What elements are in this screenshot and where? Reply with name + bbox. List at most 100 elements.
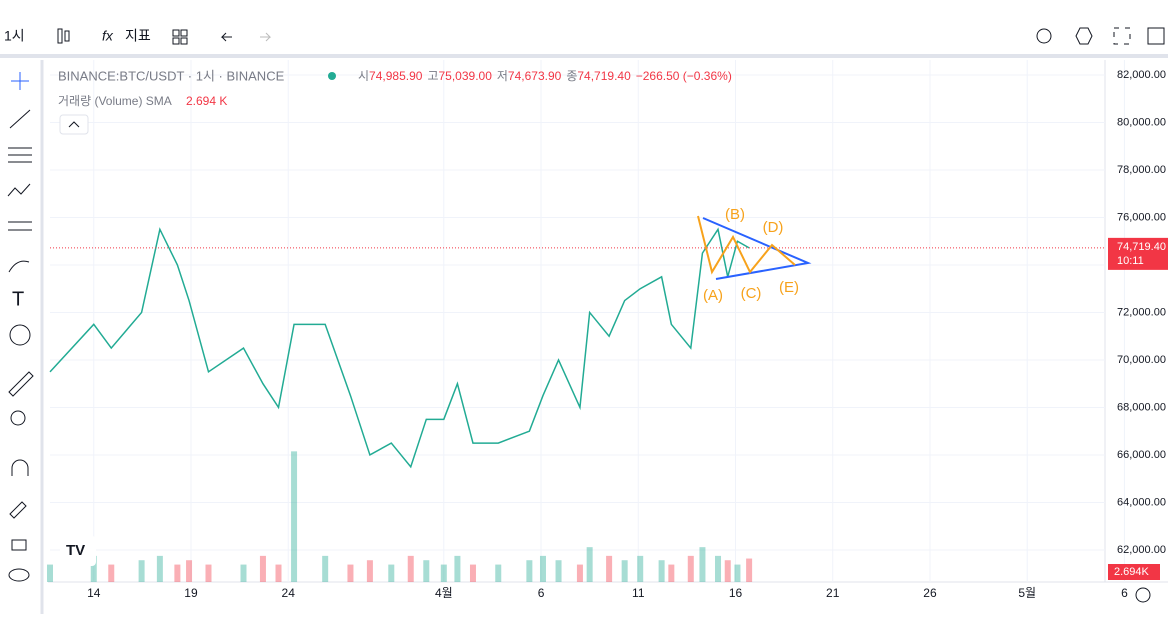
c-value: 74,719.40	[577, 69, 631, 83]
volume-bar	[715, 555, 722, 582]
text-tool[interactable]: T	[12, 288, 24, 310]
x-tick-label: 24	[282, 586, 296, 600]
l-label: 저	[497, 69, 508, 83]
wave-label: (E)	[779, 279, 799, 296]
volume-bar	[621, 560, 628, 582]
last-volume-label: 2.694K	[1114, 566, 1150, 578]
pattern-tool[interactable]	[7, 183, 31, 197]
status-dot	[328, 72, 336, 80]
trendline-tool[interactable]	[9, 109, 31, 129]
volume-bar	[240, 564, 247, 582]
x-tick-label: 14	[87, 586, 101, 600]
y-tick-label: 68,000.00	[1117, 401, 1166, 413]
x-tick-label: 26	[923, 586, 937, 600]
last-price-label: 74,719.40	[1117, 241, 1166, 253]
y-tick-label: 80,000.00	[1117, 116, 1166, 128]
brush-tool[interactable]	[8, 260, 30, 273]
y-tick-label: 62,000.00	[1117, 544, 1166, 556]
candle-icon[interactable]	[57, 28, 63, 44]
left-toolbar: T	[7, 72, 34, 582]
volume-bar	[366, 560, 373, 582]
x-tick-label: 16	[729, 586, 743, 600]
crosshair-tool[interactable]	[11, 72, 29, 90]
volume-bar	[526, 560, 533, 582]
visibility-tool[interactable]	[8, 568, 30, 582]
y-tick-label: 76,000.00	[1117, 211, 1166, 223]
y-tick-label: 66,000.00	[1117, 449, 1166, 461]
lock-tool[interactable]	[11, 539, 27, 551]
last-volume-box	[1108, 564, 1160, 580]
alert-icon[interactable]	[1036, 28, 1052, 44]
volume-bar	[47, 564, 53, 582]
wave-label: (B)	[725, 206, 745, 223]
wave-label: (A)	[703, 287, 723, 304]
legend: BINANCE:BTC/USDT · 1시 · BINANCE 시74,985.…	[58, 68, 732, 135]
projection-tool[interactable]	[8, 221, 32, 231]
volume-bar	[388, 564, 395, 582]
x-tick-label: 6	[1121, 586, 1128, 600]
volume-bar	[469, 564, 476, 582]
redo-button[interactable]	[260, 32, 272, 42]
indicators-button[interactable]: 지표	[125, 28, 151, 44]
volume-bar	[699, 547, 706, 582]
volume-bar	[454, 555, 461, 582]
volume-bar	[186, 560, 193, 582]
o-label: 시	[358, 69, 369, 83]
y-tick-label: 72,000.00	[1117, 306, 1166, 318]
volume-bar	[606, 555, 613, 582]
fullscreen-icon[interactable]	[1113, 27, 1131, 45]
x-tick-label: 4월	[435, 586, 453, 600]
y-tick-label: 70,000.00	[1117, 354, 1166, 366]
fib-tool[interactable]	[8, 147, 32, 163]
layout-icon[interactable]	[172, 29, 188, 45]
volume-title: 거래량 (Volume) SMA	[58, 94, 172, 108]
settings-icon[interactable]	[1075, 27, 1093, 45]
y-tick-label: 82,000.00	[1117, 69, 1166, 81]
plot	[47, 60, 1125, 582]
axis-settings[interactable]	[1135, 587, 1151, 603]
volume-bar	[724, 560, 731, 582]
x-tick-label: 6	[538, 586, 545, 600]
collapse-button[interactable]	[59, 114, 89, 135]
lock-draw-tool[interactable]	[9, 501, 27, 519]
volume-bar	[687, 555, 694, 582]
h-value: 75,039.00	[438, 69, 492, 83]
candle-icon	[64, 30, 70, 42]
o-value: 74,985.90	[369, 69, 423, 83]
top-toolbar: 1시 fx 지표	[4, 27, 1165, 45]
volume-bar	[746, 558, 753, 582]
snapshot-icon[interactable]	[1147, 27, 1165, 45]
undo-button[interactable]	[220, 32, 232, 42]
volume-bar	[576, 564, 583, 582]
ohlc: 시74,985.90 고75,039.00 저74,673.90 종74,719.40…	[358, 69, 732, 83]
wave-label: (C)	[741, 285, 762, 302]
collapse-icon	[68, 121, 80, 128]
volume-bar	[734, 564, 741, 582]
y-tick-label: 78,000.00	[1117, 164, 1166, 176]
countdown-label: 10:11	[1117, 255, 1144, 267]
volume-value: 2.694 K	[186, 94, 227, 108]
volume-bar	[347, 564, 354, 582]
zoom-tool[interactable]	[10, 410, 26, 426]
tv-logo-text: TV	[66, 542, 85, 559]
volume-bar	[108, 564, 115, 582]
volume-bar	[539, 555, 546, 582]
volume-bar	[291, 451, 298, 582]
volume-bar	[440, 564, 447, 582]
symbol-title: BINANCE:BTC/USDT · 1시 · BINANCE	[58, 68, 285, 83]
tv-logo	[60, 536, 96, 566]
top-strip	[0, 0, 1168, 14]
volume-bar	[174, 564, 181, 582]
y-tick-label: 64,000.00	[1117, 496, 1166, 508]
ruler-tool[interactable]	[8, 371, 34, 397]
triangle-lines	[702, 217, 812, 280]
magnet-tool[interactable]	[11, 459, 29, 476]
c-label: 종	[566, 69, 577, 83]
price-line	[49, 227, 750, 469]
interval-button[interactable]: 1시	[4, 28, 25, 44]
volume-bar	[322, 555, 329, 582]
h-label: 고	[427, 69, 438, 83]
volume-bar	[275, 564, 282, 582]
emoji-tool[interactable]	[9, 324, 31, 346]
